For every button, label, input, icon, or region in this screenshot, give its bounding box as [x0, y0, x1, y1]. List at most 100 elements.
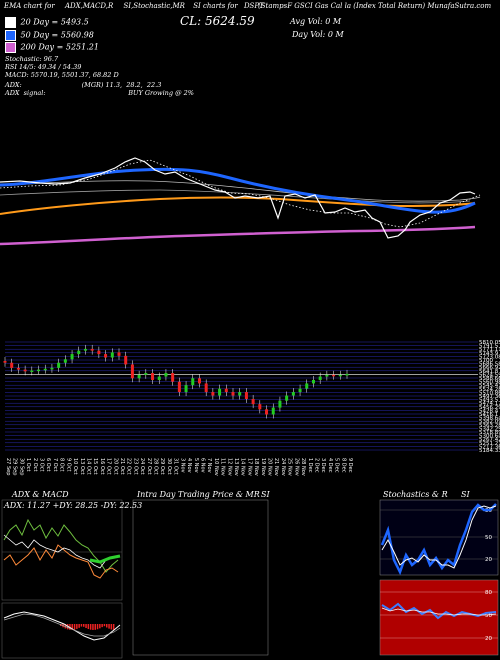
price-axis-label: 5300.64	[479, 434, 500, 440]
date-axis-label: 2 Oct	[32, 458, 38, 471]
candle	[238, 392, 242, 396]
stoch-si-label: SI	[461, 490, 470, 499]
header-source: (StampsF GSCI Gas Cal la (Index Total Re…	[258, 2, 491, 10]
price-axis-labels: 5810.055791.55771.115743.95723.085700568…	[479, 340, 500, 454]
macd-histogram-bar	[71, 624, 73, 630]
macd-signal-line	[3, 613, 121, 637]
ema50-swatch	[5, 30, 16, 41]
price-axis-label: 5251.21	[479, 441, 500, 447]
date-axis-label: 14 Oct	[85, 458, 91, 475]
ema-grey-line-2	[0, 189, 471, 204]
date-axis-label: 16 Oct	[99, 458, 105, 475]
ema200-line	[0, 225, 476, 246]
ema200-legend: 200 Day = 5251.21	[5, 42, 99, 53]
macd-line	[3, 611, 121, 641]
candle	[23, 369, 27, 372]
rsi-level-80: 80	[485, 590, 492, 596]
ema100-line	[0, 196, 476, 215]
header-index-name: (StampsF GSCI Gas Cal la (Index Total Re…	[258, 2, 492, 10]
date-axis-label: 30 Sep	[18, 458, 24, 475]
price-axis-label: 5363.28	[479, 423, 500, 429]
candle	[298, 388, 302, 393]
price-axis-label: 5474.17	[479, 401, 500, 407]
candle	[37, 369, 41, 372]
date-axis-label: 24 Oct	[139, 458, 145, 475]
macd-histogram-bar	[99, 624, 101, 629]
candle	[291, 392, 295, 396]
price-axis-label: 5217.36	[479, 444, 500, 450]
date-axis-label: 20 Oct	[112, 458, 118, 475]
candle	[231, 392, 235, 396]
header-charts: SI charts for	[193, 2, 238, 10]
day-volume: Day Vol: 0 M	[292, 30, 344, 39]
ema200-swatch	[5, 42, 16, 53]
macd-value: MACD: 5570.19, 5501.37, 68.82 D	[5, 71, 119, 79]
date-axis-labels: 27 Sep 29 Sep 30 Sep 1 Oct 2 Oct 3 Oct 6 Oct 7 …	[5, 458, 353, 476]
macd-panel	[1, 602, 123, 659]
intraday-si-label: SI	[261, 490, 270, 499]
date-axis-label: 9 Oct	[65, 458, 71, 471]
candles	[3, 344, 349, 419]
macd-histogram-bar	[92, 624, 94, 630]
candle	[204, 383, 208, 393]
ema20-swatch	[5, 17, 16, 28]
macd-histogram-bar	[69, 624, 71, 630]
date-axis-label: 13 Oct	[79, 458, 85, 475]
stoch-level-50: 50	[485, 535, 492, 541]
candle	[191, 378, 195, 386]
adx-panel-title: ADX & MACD	[12, 490, 69, 499]
ema-grey-line	[0, 180, 481, 202]
date-axis-label: 21 Nov	[273, 458, 279, 476]
date-axis-label: 3 Nov	[179, 458, 185, 473]
stochastic-value: Stochastic: 96.7	[5, 55, 59, 63]
price-axis-label: 5510.86	[479, 390, 500, 396]
header-adx: ADX,MACD,R	[64, 2, 114, 10]
candle	[124, 355, 128, 365]
adx-signal: ADX signal: BUY Growing @ 2%	[5, 89, 194, 97]
price-line	[0, 157, 476, 239]
candle	[311, 379, 315, 384]
date-axis-label: 23 Oct	[132, 458, 138, 475]
date-axis-label: 8 Oct	[59, 458, 65, 471]
candle	[197, 378, 201, 384]
price-axis-label: 5641.8	[479, 369, 499, 375]
adx-minus-line	[3, 544, 119, 579]
macd-histogram-bar	[78, 624, 80, 628]
candle	[285, 395, 289, 401]
candle	[50, 367, 54, 370]
macd-histogram-bar	[73, 624, 76, 630]
candle	[338, 374, 342, 377]
candle	[157, 376, 161, 380]
price-axis-label: 5700	[479, 358, 493, 364]
ema20-dotted-line	[0, 159, 481, 228]
candle	[258, 404, 262, 410]
price-axis-label: 5428.4	[479, 408, 499, 414]
candle	[16, 367, 20, 370]
date-axis-label: 29 Oct	[159, 458, 165, 475]
rsi-level-20: 20	[485, 636, 492, 642]
price-gridlines	[5, 341, 478, 451]
candle	[144, 373, 148, 375]
stoch-d-line	[381, 505, 497, 569]
date-axis-label: 25 Nov	[287, 458, 293, 476]
candle	[117, 352, 121, 356]
candle	[278, 400, 282, 408]
adx-panel	[1, 499, 123, 601]
price-axis-label: 5588.66	[479, 376, 500, 382]
macd-histogram-bar	[112, 624, 115, 630]
candle	[97, 350, 101, 355]
price-axis-label: 5318.89	[479, 430, 500, 436]
macd-histogram-bar	[83, 624, 85, 627]
macd-histogram-bar	[106, 624, 108, 628]
date-axis-label: 30 Oct	[166, 458, 172, 475]
ema200-value: 200 Day = 5251.21	[20, 42, 99, 52]
header-text: EMA chart for ADX,MACD,R SI,Stochastic,M…	[4, 2, 264, 10]
date-axis-label: 5 Nov	[193, 458, 199, 473]
ema20-value: 20 Day = 5493.5	[20, 17, 89, 27]
date-axis-label: 4 Dec	[327, 458, 333, 473]
date-axis-label: 1 Oct	[25, 458, 31, 471]
adx-values: ADX: 11.27 +DY: 28.25 -DY: 22.53	[4, 501, 143, 510]
price-axis-label: 5184.33	[479, 448, 500, 454]
